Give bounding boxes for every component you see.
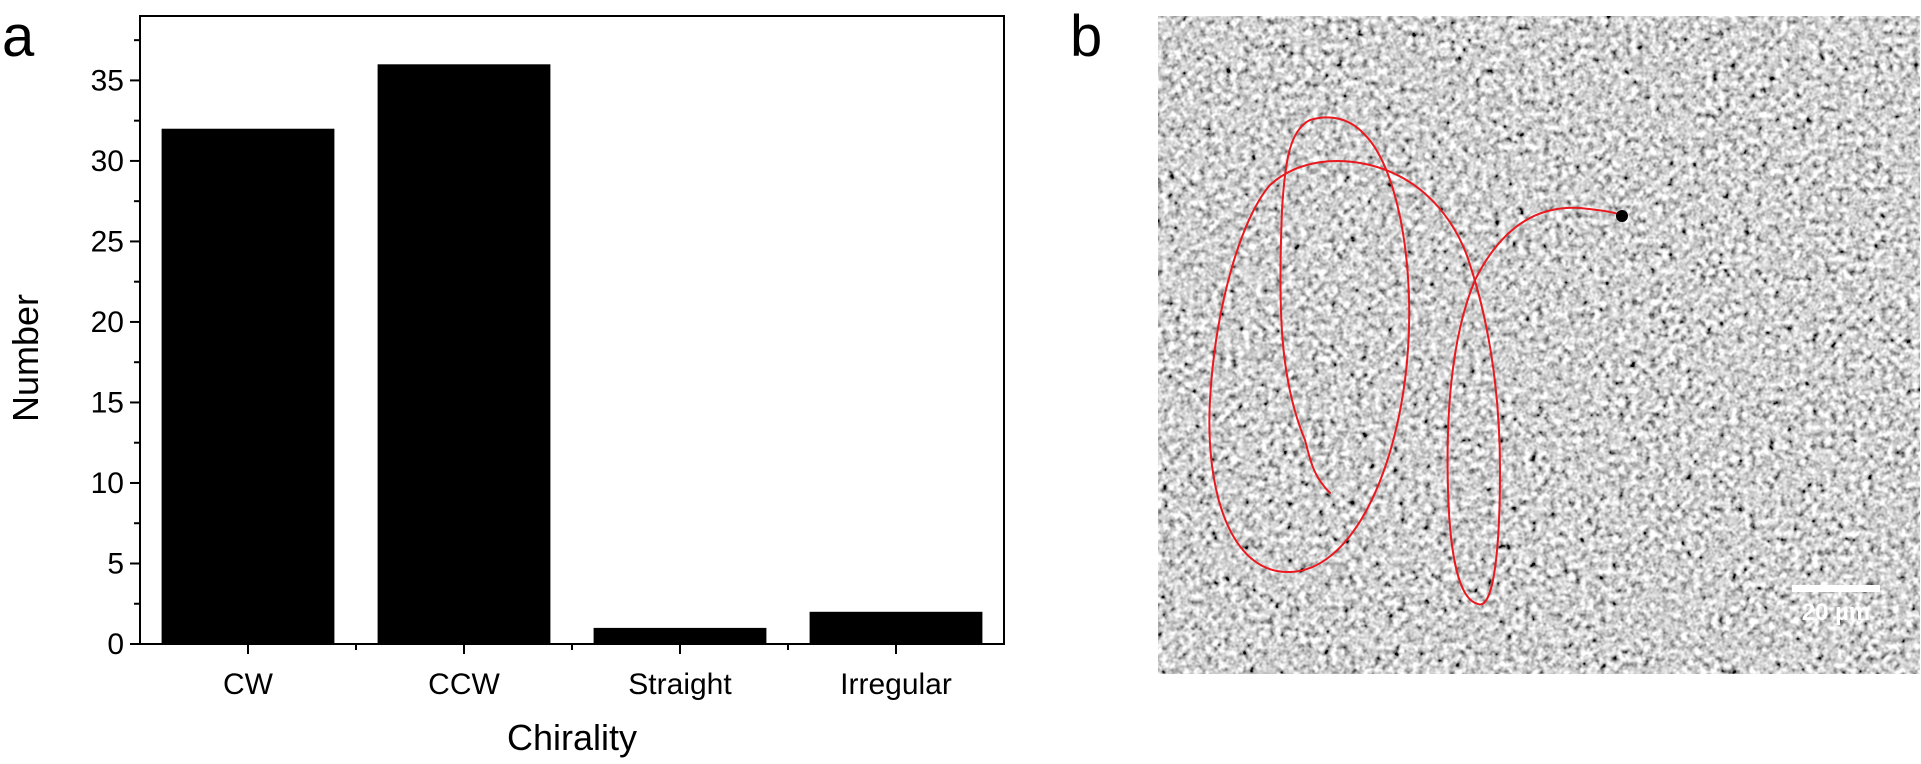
y-tick-label: 20 bbox=[91, 306, 124, 339]
trajectory-end-marker bbox=[1616, 210, 1628, 222]
scale-bar: 20 µm bbox=[1792, 585, 1880, 626]
bar-chart: 0 5 10 15 20 25 30 35 CW CCW Straight Irregular bbox=[91, 15, 1005, 701]
y-tick-label: 30 bbox=[91, 145, 124, 178]
x-tick-label-ccw: CCW bbox=[428, 668, 500, 701]
x-axis-title: Chirality bbox=[507, 717, 637, 758]
y-axis-title: Number bbox=[5, 294, 46, 422]
micrograph-image bbox=[1158, 16, 1920, 674]
y-tick-label: 15 bbox=[91, 386, 124, 419]
scale-bar-line bbox=[1792, 585, 1880, 592]
y-tick-label: 35 bbox=[91, 64, 124, 97]
panel-label-b: b bbox=[1070, 4, 1102, 69]
bar-cw bbox=[161, 128, 335, 644]
x-tick-label-cw: CW bbox=[223, 668, 274, 701]
trajectory-path bbox=[1208, 116, 1621, 606]
x-tick-label-irregular: Irregular bbox=[840, 668, 952, 701]
bars-group bbox=[161, 64, 983, 645]
y-tick-label: 25 bbox=[91, 225, 124, 258]
x-axis-ticks: CW CCW Straight Irregular bbox=[223, 644, 952, 701]
scale-bar-label: 20 µm bbox=[1802, 599, 1871, 626]
y-axis-ticks: 0 5 10 15 20 25 30 35 bbox=[91, 39, 140, 661]
bar-straight bbox=[593, 627, 767, 644]
bar-ccw bbox=[377, 64, 551, 645]
y-tick-label: 5 bbox=[107, 547, 124, 580]
panel-b: b 20 µm bbox=[1070, 4, 1920, 674]
y-tick-label: 10 bbox=[91, 467, 124, 500]
y-tick-label: 0 bbox=[107, 628, 124, 661]
x-tick-label-straight: Straight bbox=[628, 668, 732, 701]
panel-label-a: a bbox=[2, 4, 35, 69]
bar-irregular bbox=[809, 611, 983, 644]
